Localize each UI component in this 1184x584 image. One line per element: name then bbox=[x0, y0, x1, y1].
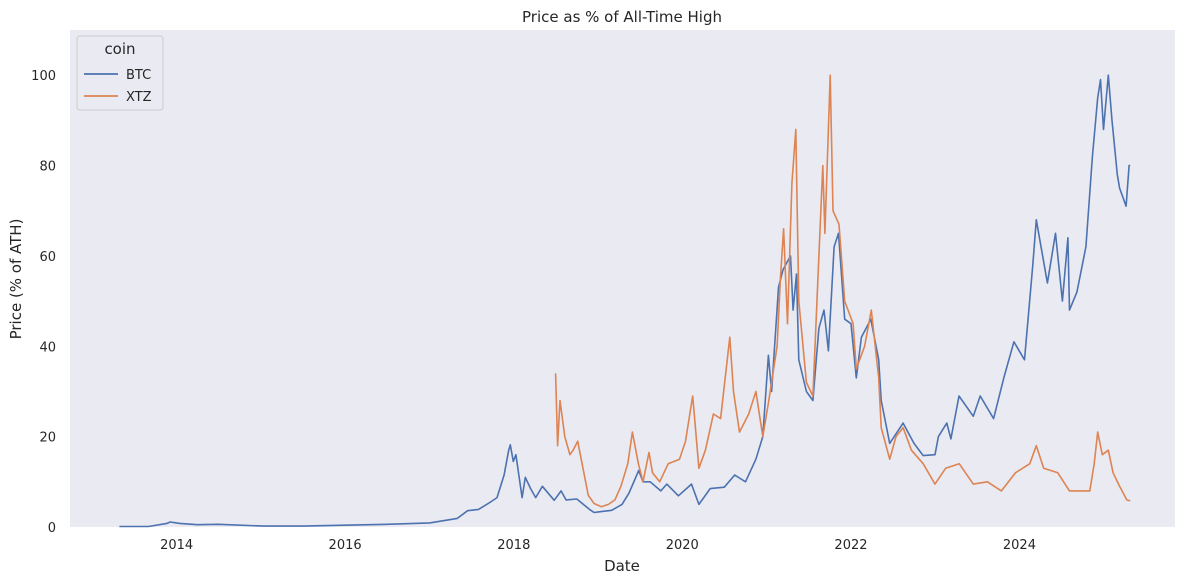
series-layer bbox=[119, 74, 1131, 528]
x-axis-ticks: 2014 2016 2018 2020 2022 2024 bbox=[160, 538, 1036, 553]
x-tick-label: 2014 bbox=[160, 538, 193, 553]
plot-area bbox=[70, 30, 1175, 527]
legend-box bbox=[76, 35, 164, 111]
series-line-xtz bbox=[554, 74, 1131, 508]
x-tick-label: 2024 bbox=[1003, 538, 1036, 553]
y-tick-label: 0 bbox=[48, 521, 56, 536]
legend-title: coin bbox=[104, 40, 135, 58]
y-axis-label: Price (% of ATH) bbox=[7, 219, 25, 340]
y-tick-label: 60 bbox=[39, 250, 56, 265]
y-axis-ticks: 0 20 40 60 80 100 bbox=[31, 69, 56, 536]
x-tick-label: 2018 bbox=[497, 538, 530, 553]
y-tick-label: 80 bbox=[39, 160, 56, 175]
y-tick-label: 20 bbox=[39, 431, 56, 446]
x-axis-label: Date bbox=[604, 557, 640, 575]
legend: coin BTC XTZ bbox=[76, 35, 164, 111]
chart-title: Price as % of All-Time High bbox=[522, 8, 722, 26]
x-tick-label: 2016 bbox=[329, 538, 362, 553]
legend-label-xtz: XTZ bbox=[126, 90, 152, 105]
x-tick-label: 2022 bbox=[834, 538, 867, 553]
legend-label-btc: BTC bbox=[126, 68, 151, 83]
x-tick-label: 2020 bbox=[666, 538, 699, 553]
y-tick-label: 100 bbox=[31, 69, 56, 84]
y-tick-label: 40 bbox=[39, 340, 56, 355]
